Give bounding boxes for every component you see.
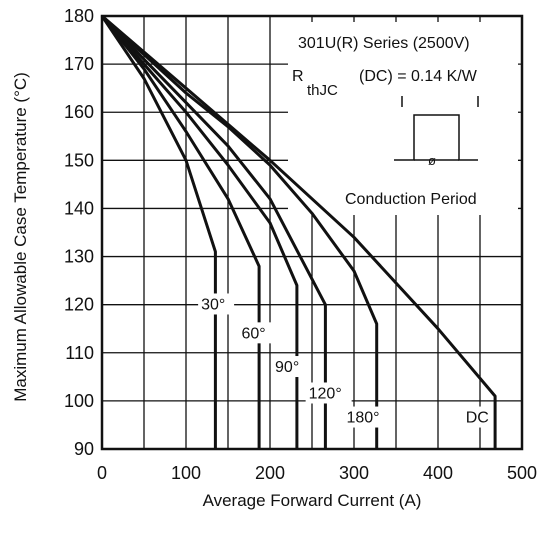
x-tick-label: 300: [339, 463, 369, 483]
y-tick-label: 100: [64, 391, 94, 411]
x-tick-label: 0: [97, 463, 107, 483]
rth-symbol: R: [292, 68, 304, 85]
x-tick-label: 200: [255, 463, 285, 483]
x-tick-label: 100: [171, 463, 201, 483]
curve-dc: [101, 14, 497, 449]
conduction-waveform-icon: [394, 96, 479, 161]
x-tick-labels: 0 100 200 300 400 500: [97, 463, 537, 483]
series-label: 90°: [275, 359, 299, 376]
series-title-annotation: 301U(R) Series (2500V): [298, 35, 470, 52]
conduction-period-label: Conduction Period: [345, 191, 477, 208]
series-label-backing: [198, 293, 235, 315]
rth-value: (DC) = 0.14 K/W: [359, 68, 478, 85]
curves: [100, 14, 497, 449]
x-tick-label: 400: [423, 463, 453, 483]
y-tick-label: 110: [65, 343, 94, 363]
curve-30deg: [100, 15, 217, 449]
curve-180deg: [100, 14, 379, 449]
curve-60deg: [100, 15, 261, 449]
series-label-backing: [238, 322, 275, 344]
y-tick-labels: 90 100 110 120 130 140 150 160 170 180: [64, 6, 94, 459]
y-tick-label: 160: [64, 102, 94, 122]
series-label-backing: [305, 382, 352, 404]
y-tick-label: 90: [74, 439, 94, 459]
series-labels: 30° 60° 90° 120°180° DC: [198, 293, 489, 428]
plot-frame: [100, 14, 524, 451]
series-label: 60°: [241, 325, 265, 342]
series-label: 180°: [346, 410, 379, 427]
y-tick-label: 120: [64, 295, 94, 315]
y-tick-label: 180: [64, 6, 94, 26]
rth-subscript: thJC: [307, 82, 338, 99]
annotation-box: 301U(R) Series (2500V) R thJC (DC) = 0.1…: [288, 22, 518, 215]
y-tick-label: 150: [64, 150, 94, 170]
series-label: DC: [466, 410, 489, 427]
curve-90deg: [100, 15, 299, 449]
series-label: 30°: [201, 296, 225, 313]
series-label-backing: [272, 356, 309, 378]
x-axis-title: Average Forward Current (A): [203, 491, 422, 510]
y-tick-label: 170: [64, 54, 94, 74]
x-tick-label: 500: [507, 463, 537, 483]
y-tick-label: 130: [64, 247, 94, 267]
y-tick-label: 140: [64, 198, 94, 218]
series-label-backing: [343, 406, 390, 428]
series-label: 120°: [309, 385, 342, 402]
y-axis-title: Maximum Allowable Case Temperature (°C): [11, 72, 30, 402]
curve-120deg: [100, 14, 327, 449]
phi-symbol: ø: [428, 153, 436, 168]
series-label-backing: [462, 406, 489, 428]
